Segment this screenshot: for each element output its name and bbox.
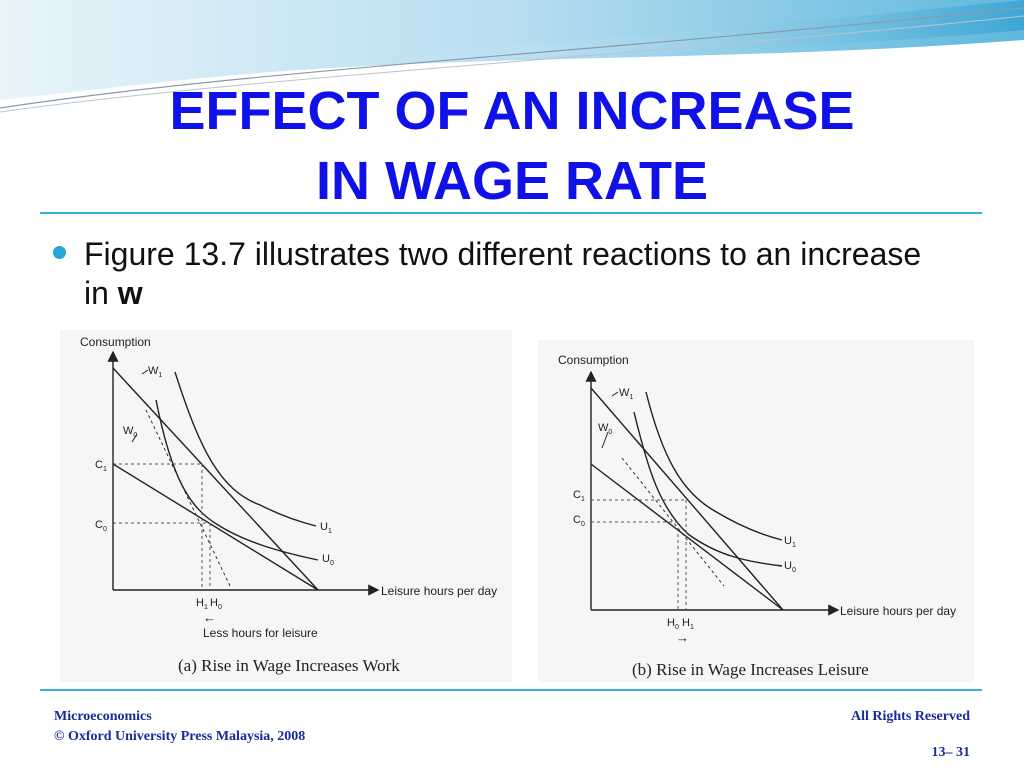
bullet-point: Figure 13.7 illustrates two different re… (84, 235, 944, 313)
label-u0: U0 (784, 560, 796, 574)
label-c0: C0 (95, 519, 107, 533)
y-axis-label: Consumption (80, 335, 151, 349)
indifference-curve-u1 (174, 371, 317, 527)
label-w1: W1 (148, 365, 162, 379)
caption-a: (a) Rise in Wage Increases Work (178, 656, 400, 675)
figure-a: Consumption Leisure hours per day W1 W0 … (60, 330, 512, 682)
slide-title-line-1: EFFECT OF AN INCREASE (169, 81, 855, 141)
note-less-hours: Less hours for leisure (203, 626, 318, 640)
x-axis-label: Leisure hours per day (840, 604, 956, 618)
label-c0: C0 (573, 514, 585, 528)
budget-line-w1 (112, 367, 319, 591)
budget-line-w0 (590, 463, 784, 611)
indifference-curve-u1 (645, 391, 783, 541)
indifference-curve-u0 (155, 399, 319, 561)
caption-b: (b) Rise in Wage Increases Leisure (632, 660, 869, 679)
bullet-icon (53, 246, 66, 259)
indifference-curve-u0 (633, 411, 783, 567)
footer-course: Microeconomics (54, 709, 152, 724)
label-h0: H0 (210, 597, 222, 611)
bullet-text-bold: w (117, 275, 143, 311)
label-u1: U1 (320, 521, 332, 535)
left-arrow-icon: ← (203, 610, 216, 625)
label-h1: H1 (682, 617, 694, 631)
y-axis-label: Consumption (558, 353, 629, 367)
footer-copyright: © Oxford University Press Malaysia, 2008 (54, 729, 306, 744)
slide-title-line-2: IN WAGE RATE (315, 151, 708, 211)
x-axis-label: Leisure hours per day (381, 584, 497, 598)
budget-line-w1 (590, 387, 784, 611)
figure-b: Consumption Leisure hours per day W1 W0 … (538, 340, 974, 682)
label-h1: H1 (196, 597, 208, 611)
label-u1: U1 (784, 535, 796, 549)
title-divider (40, 212, 982, 214)
header-swoosh (0, 0, 1024, 113)
label-u0: U0 (322, 553, 334, 567)
dashed-compensating-line (621, 457, 725, 587)
label-c1: C1 (95, 459, 107, 473)
label-w1: W1 (619, 387, 633, 401)
label-w0: W0 (123, 425, 137, 439)
page-number: 13– 31 (931, 745, 971, 760)
footer-rights: All Rights Reserved (851, 709, 970, 724)
right-arrow-icon: → (676, 630, 689, 645)
budget-line-w0 (112, 463, 319, 591)
footer-divider (40, 689, 982, 691)
bullet-text-main: Figure 13.7 illustrates two different re… (84, 236, 922, 311)
dashed-compensating-line (145, 409, 231, 587)
label-w0: W0 (598, 422, 612, 436)
label-c1: C1 (573, 489, 585, 503)
label-h0: H0 (667, 617, 679, 631)
